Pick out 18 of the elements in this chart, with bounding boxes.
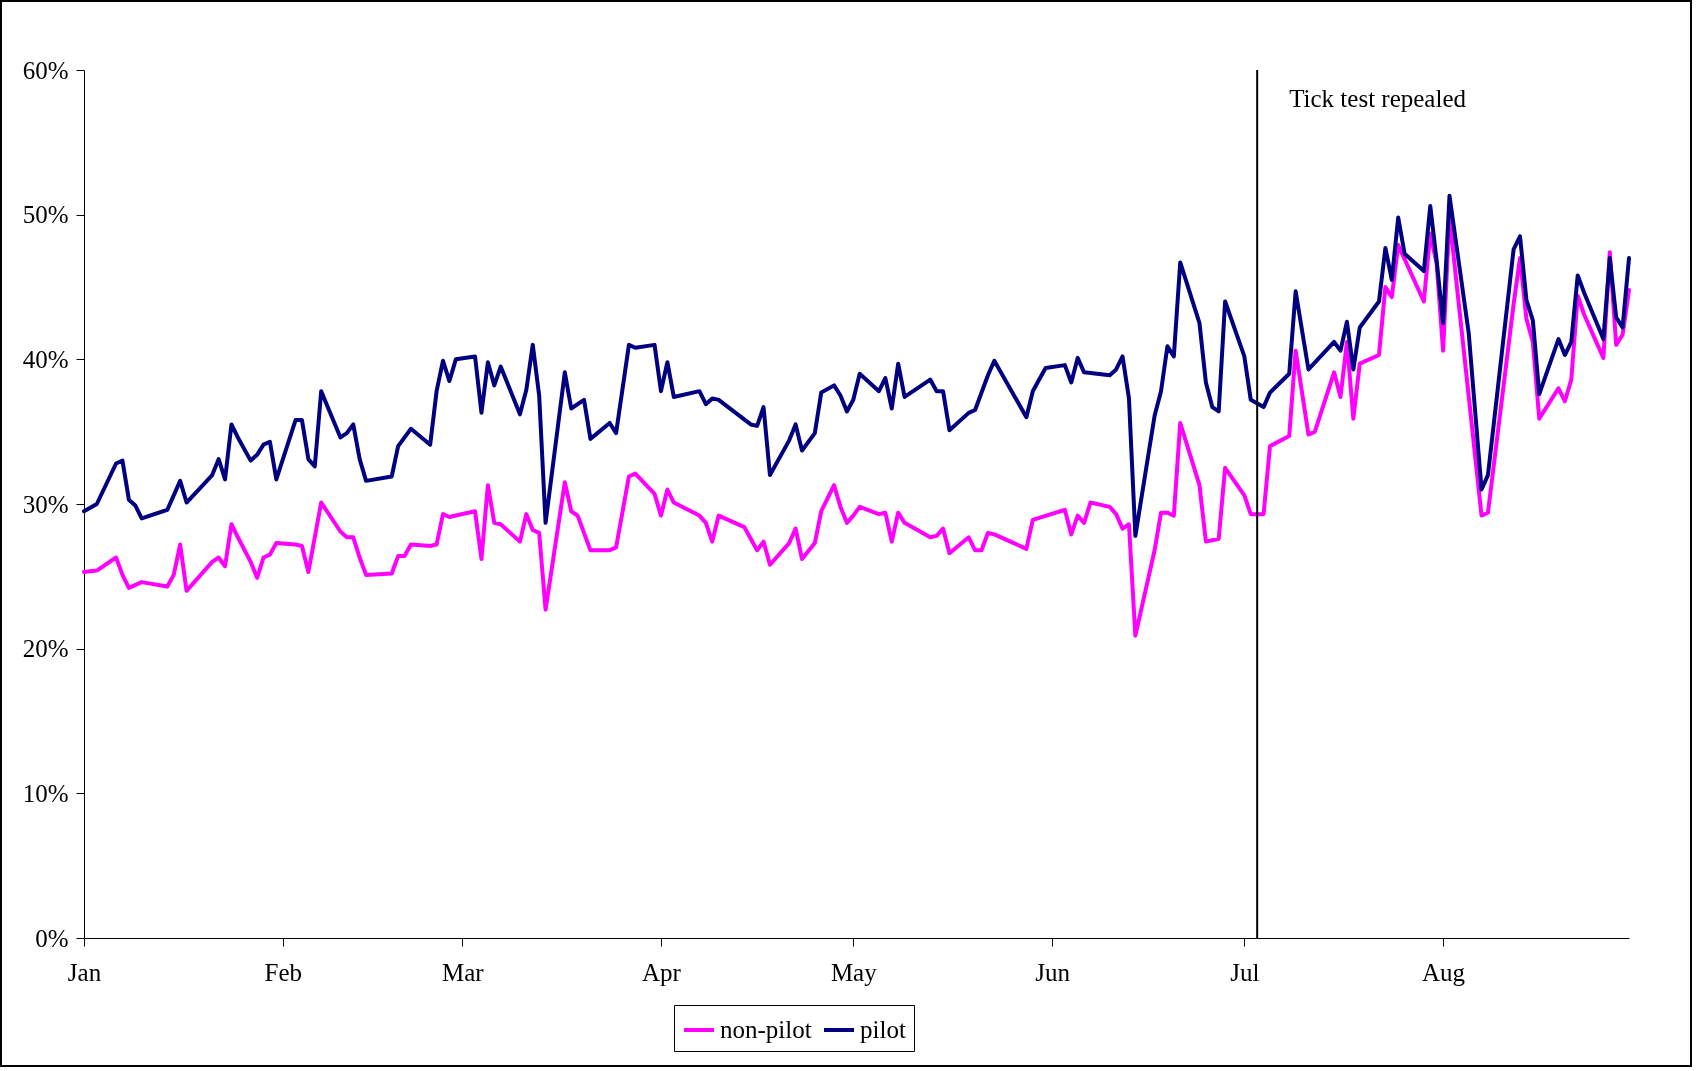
- y-tick-label: 40%: [22, 345, 69, 373]
- y-tick-label: 50%: [22, 201, 69, 229]
- y-tick-label: 10%: [22, 779, 69, 807]
- x-tick-label: Mar: [441, 958, 485, 986]
- legend-label: non-pilot: [720, 1016, 812, 1043]
- x-tick-label: Feb: [264, 958, 302, 986]
- y-tick-label: 60%: [22, 56, 69, 84]
- x-tick-label: Jan: [67, 958, 102, 986]
- y-tick-label: 30%: [22, 490, 69, 518]
- annotation: Tick test repealed: [1289, 84, 1467, 112]
- y-tick-label: 0%: [35, 924, 69, 952]
- x-tick-label: Jun: [1035, 958, 1071, 986]
- y-tick-label: 20%: [22, 635, 69, 663]
- x-tick-label: Jul: [1230, 958, 1260, 986]
- legend-label: pilot: [860, 1016, 906, 1043]
- x-tick-label: May: [830, 958, 878, 986]
- x-tick-label: Aug: [1422, 958, 1466, 986]
- x-tick-label: Apr: [642, 958, 682, 986]
